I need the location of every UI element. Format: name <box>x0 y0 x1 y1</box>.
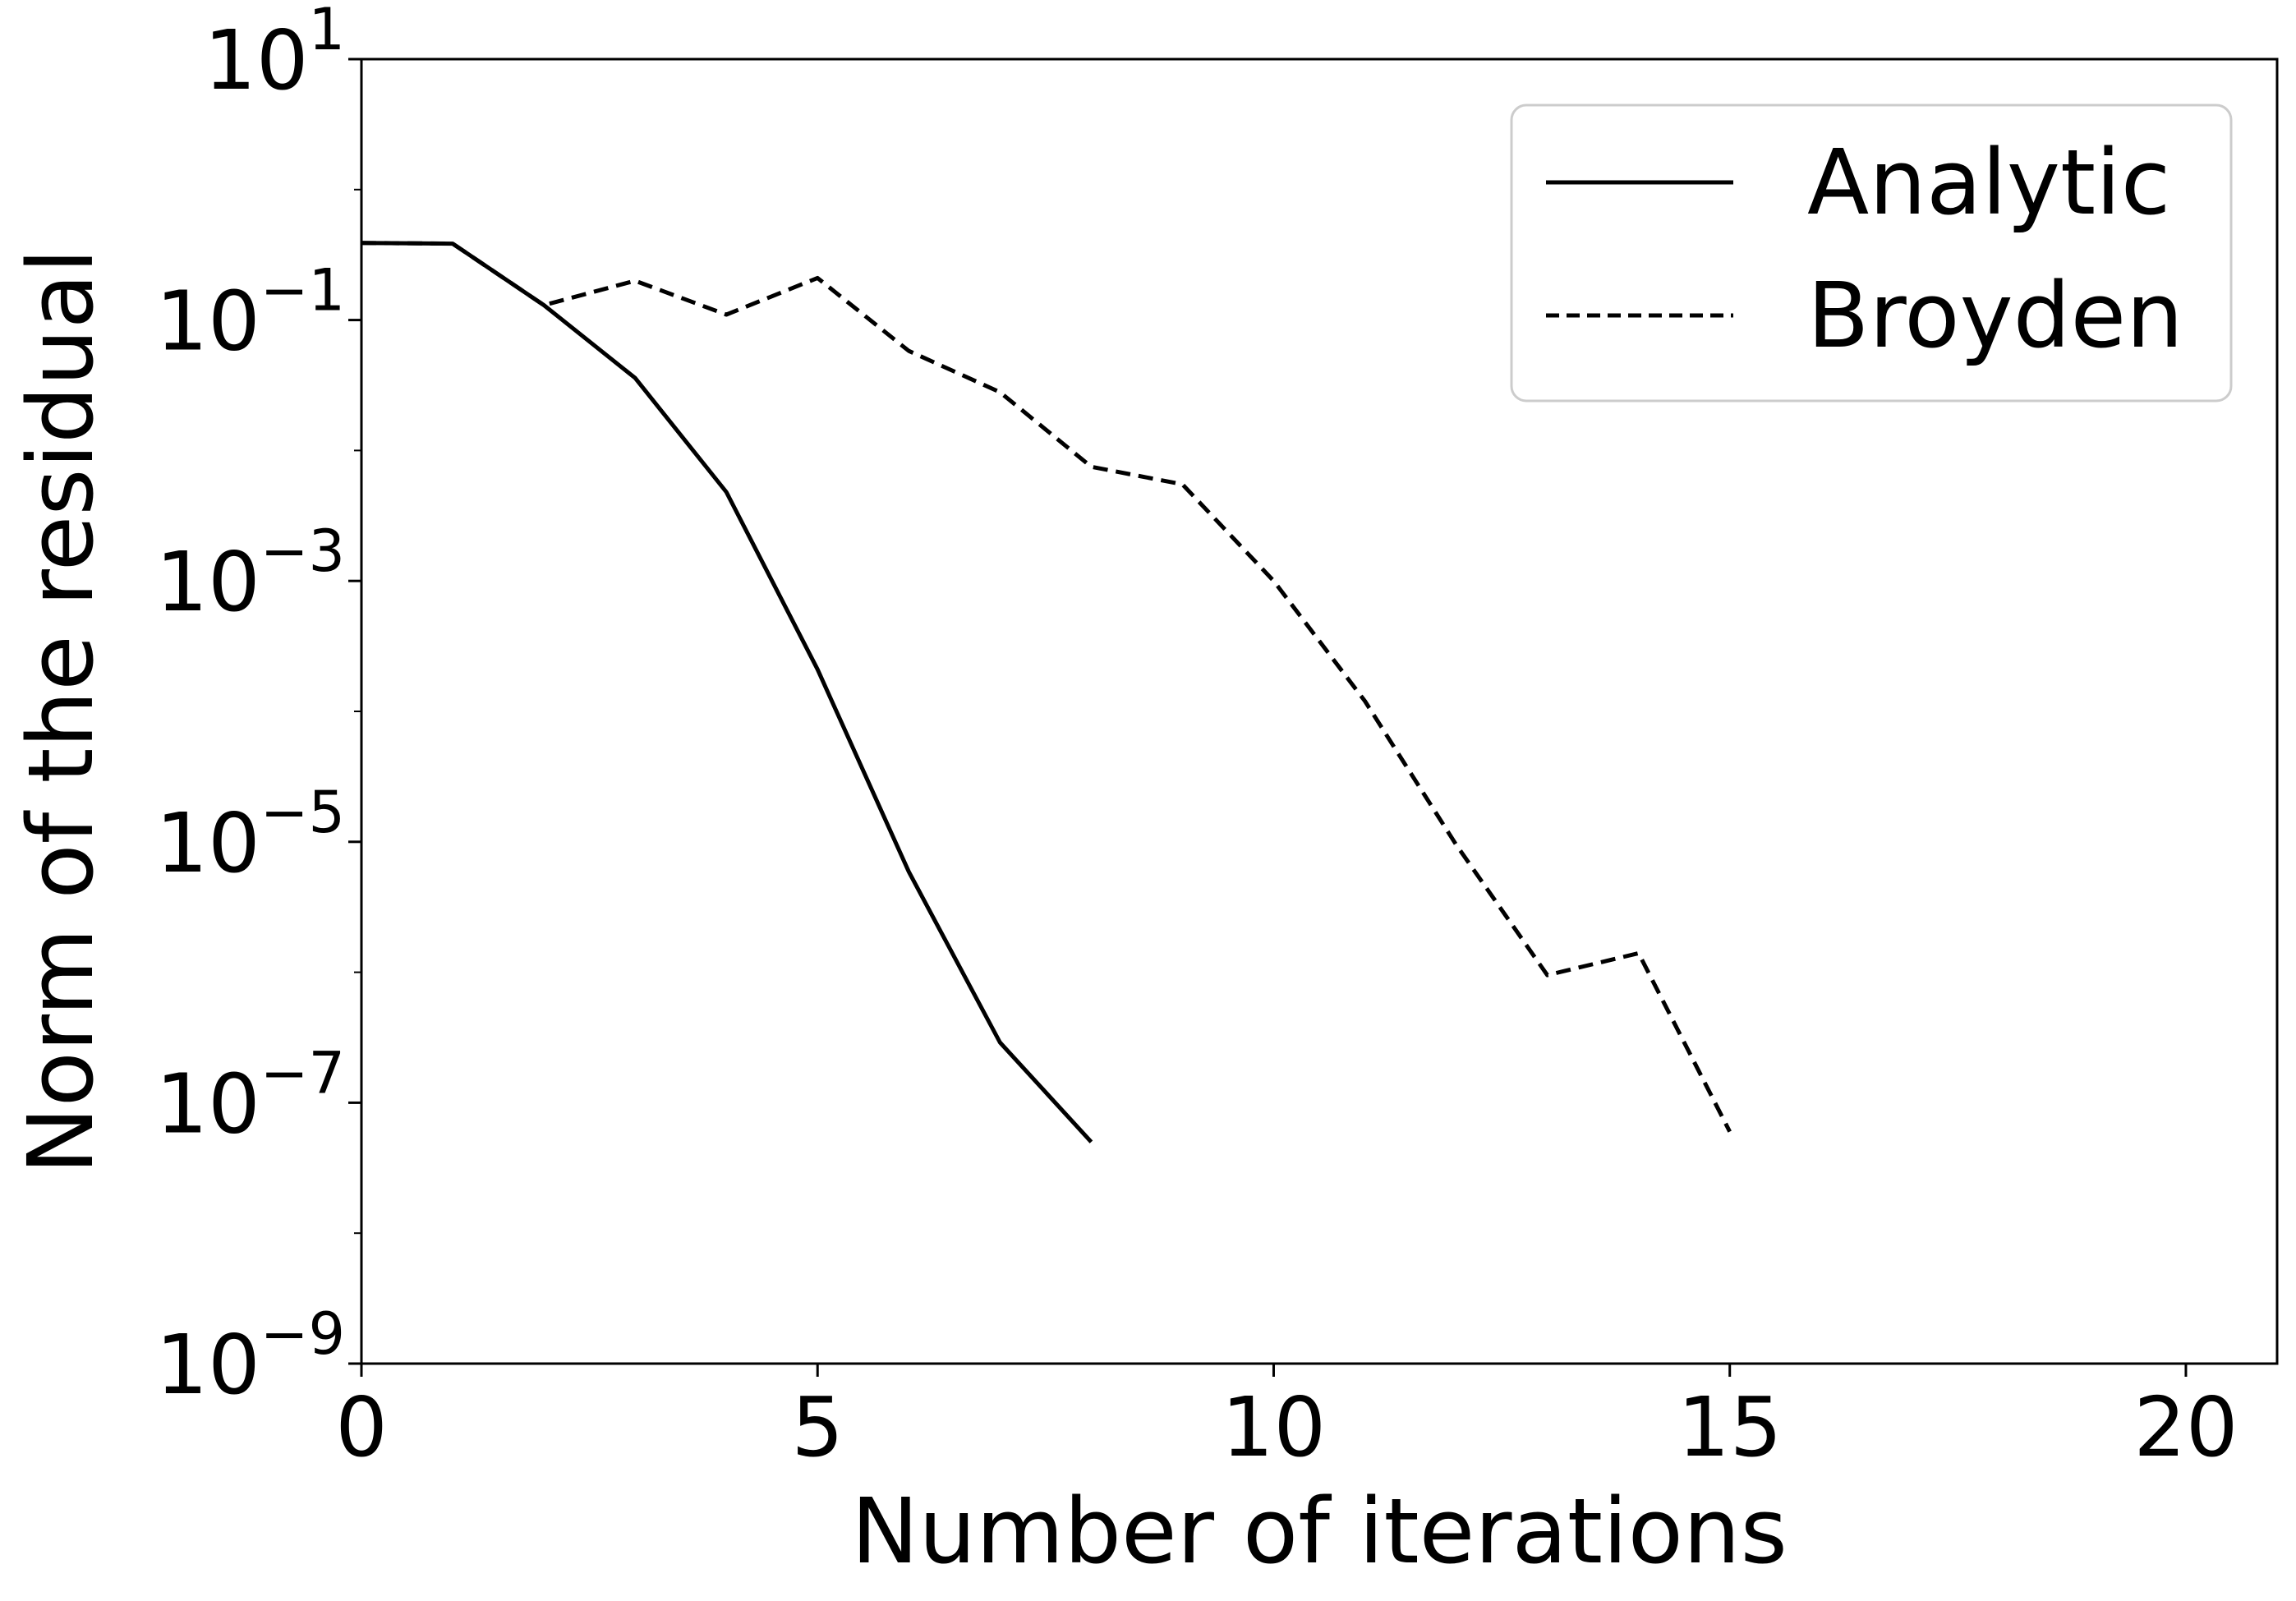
legend: Analytic Broyden <box>1510 104 2233 403</box>
x-tick-label: 10 <box>1222 1379 1326 1475</box>
legend-label-broyden: Broyden <box>1807 263 2183 368</box>
legend-box <box>1510 104 2233 403</box>
y-axis-label: Norm of the residual <box>8 248 113 1174</box>
x-tick-label: 0 <box>335 1379 388 1475</box>
series-line-broyden <box>361 241 1732 1133</box>
y-tick-label: 10−3 <box>156 518 345 630</box>
series-line-analytic <box>361 241 1093 1143</box>
y-tick-label: 10−7 <box>156 1039 345 1152</box>
y-tick-label: 10−9 <box>156 1300 345 1413</box>
y-tick-label: 10−1 <box>156 257 345 370</box>
x-tick-label: 20 <box>2133 1379 2238 1475</box>
x-tick-label: 15 <box>1677 1379 1782 1475</box>
y-tick-label: 10−5 <box>156 779 345 891</box>
y-tick-label: 101 <box>204 0 345 108</box>
x-tick-label: 5 <box>791 1379 844 1475</box>
series-layer <box>361 241 1732 1143</box>
x-axis-label: Number of iterations <box>851 1479 1788 1584</box>
legend-label-analytic: Analytic <box>1807 130 2170 235</box>
plot-frame <box>360 58 2279 1365</box>
ticks-layer: 0 5 10 15 20 10−9 10−7 10−5 10−3 10−1 101 <box>156 0 2238 1475</box>
